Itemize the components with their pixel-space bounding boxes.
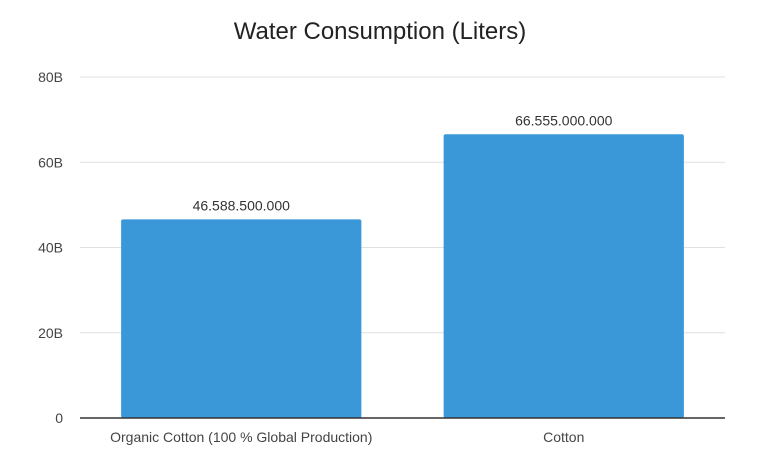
x-tick-label: Cotton (543, 429, 584, 445)
chart-title: Water Consumption (Liters) (233, 18, 527, 45)
y-tick-label: 20B (38, 325, 63, 341)
y-tick-label: 0 (55, 410, 63, 426)
bar (443, 134, 684, 418)
data-label: 66.555.000.000 (515, 112, 613, 128)
x-tick-label: Organic Cotton (100 % Global Production) (110, 429, 372, 445)
data-label: 46.588.500.000 (193, 197, 291, 213)
y-tick-label: 60B (38, 154, 63, 170)
y-tick-label: 80B (38, 69, 63, 85)
bar (121, 219, 362, 418)
y-tick-label: 40B (38, 240, 63, 256)
